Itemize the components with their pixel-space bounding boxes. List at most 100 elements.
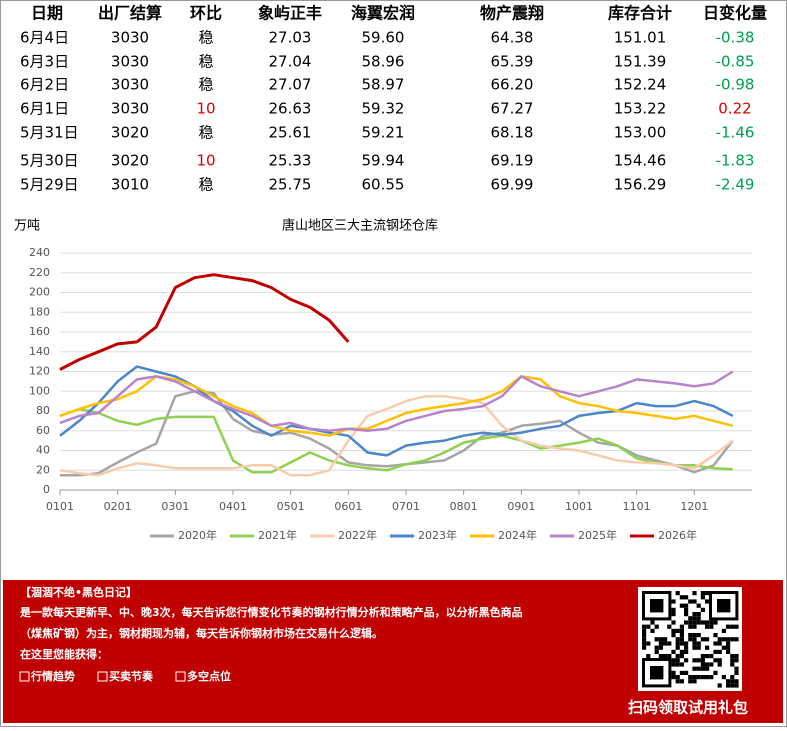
qr-finder bbox=[642, 658, 672, 688]
qr-cell bbox=[700, 666, 705, 671]
table-cell: 27.07 bbox=[269, 76, 312, 94]
qr-cell bbox=[734, 666, 739, 671]
footer-heading: 【涸涸不绝•黑色日记】 bbox=[20, 585, 137, 599]
qr-cell bbox=[688, 679, 693, 684]
qr-cell bbox=[675, 654, 680, 659]
qr-cell bbox=[684, 603, 689, 608]
qr-cell bbox=[671, 612, 676, 617]
table-cell: 69.99 bbox=[491, 176, 534, 194]
qr-cell bbox=[705, 645, 710, 650]
qr-cell bbox=[713, 633, 718, 638]
table-cell: -1.83 bbox=[716, 152, 755, 170]
qr-cell bbox=[684, 595, 689, 600]
qr-cell bbox=[709, 620, 714, 625]
qr-cell bbox=[650, 620, 655, 625]
qr-cell bbox=[646, 654, 651, 659]
qr-cell bbox=[679, 654, 684, 659]
qr-cell bbox=[692, 675, 697, 680]
qr-pattern bbox=[642, 591, 739, 688]
qr-cell bbox=[671, 620, 676, 625]
table-header: 物产震翔 bbox=[480, 4, 544, 23]
qr-cell bbox=[734, 658, 739, 663]
y-tick-label: 240 bbox=[29, 246, 50, 259]
qr-cell bbox=[675, 658, 680, 663]
table-cell: 59.32 bbox=[362, 100, 405, 118]
table-header: 日期 bbox=[31, 4, 63, 23]
table-cell: 5月31日 bbox=[20, 124, 79, 142]
table-cell: -0.38 bbox=[716, 29, 755, 47]
qr-cell bbox=[705, 654, 710, 659]
qr-cell bbox=[721, 675, 726, 680]
series-line bbox=[59, 407, 733, 474]
qr-cell bbox=[696, 641, 701, 646]
table-cell: 59.94 bbox=[362, 152, 405, 170]
qr-cell bbox=[696, 633, 701, 638]
table-cell: 3020 bbox=[111, 124, 149, 142]
series-line bbox=[59, 370, 734, 433]
x-tick-label: 0701 bbox=[392, 500, 420, 513]
qr-cell bbox=[705, 675, 710, 680]
table-cell: 59.21 bbox=[362, 124, 405, 142]
chart-title: 唐山地区三大主流钢坯仓库 bbox=[282, 218, 438, 234]
qr-cell bbox=[688, 637, 693, 642]
qr-cell bbox=[684, 658, 689, 663]
y-tick-label: 120 bbox=[29, 365, 50, 378]
qr-cell bbox=[646, 624, 651, 629]
qr-cell bbox=[721, 628, 726, 633]
table-cell: 66.20 bbox=[491, 76, 534, 94]
qr-cell bbox=[692, 633, 697, 638]
qr-cell bbox=[679, 628, 684, 633]
x-tick-label: 1201 bbox=[680, 500, 708, 513]
table-cell: 3030 bbox=[111, 100, 149, 118]
qr-cell bbox=[730, 654, 735, 659]
qr-cell bbox=[700, 658, 705, 663]
qr-cell bbox=[734, 654, 739, 659]
qr-cell bbox=[663, 641, 668, 646]
qr-cell bbox=[692, 666, 697, 671]
table-cell: 稳 bbox=[198, 29, 213, 47]
table-cell: 25.75 bbox=[269, 176, 312, 194]
qr-cell bbox=[671, 662, 676, 667]
table-cell: 58.97 bbox=[362, 76, 405, 94]
qr-cell bbox=[730, 637, 735, 642]
table-cell: 58.96 bbox=[362, 53, 405, 71]
table-cell: 27.03 bbox=[269, 29, 312, 47]
x-tick-label: 1101 bbox=[623, 500, 651, 513]
qr-cell bbox=[726, 683, 731, 688]
qr-cell bbox=[679, 637, 684, 642]
x-tick-label: 0501 bbox=[277, 500, 305, 513]
qr-cell bbox=[734, 683, 739, 688]
qr-cell bbox=[679, 633, 684, 638]
qr-cell bbox=[675, 662, 680, 667]
qr-cell bbox=[684, 649, 689, 654]
qr-cell bbox=[679, 670, 684, 675]
qr-cell bbox=[684, 645, 689, 650]
qr-cell bbox=[696, 620, 701, 625]
y-axis-unit: 万吨 bbox=[14, 219, 40, 234]
qr-cell bbox=[642, 628, 647, 633]
table-cell: 6月1日 bbox=[20, 100, 69, 118]
qr-cell bbox=[642, 637, 647, 642]
qr-cell bbox=[679, 595, 684, 600]
qr-cell bbox=[717, 658, 722, 663]
table-cell: 稳 bbox=[198, 53, 213, 71]
qr-cell bbox=[646, 641, 651, 646]
qr-cell bbox=[717, 649, 722, 654]
table-cell: -0.85 bbox=[716, 53, 755, 71]
qr-cell bbox=[679, 603, 684, 608]
qr-cell bbox=[705, 591, 710, 596]
qr-cell bbox=[688, 620, 693, 625]
legend-label: 2026年 bbox=[658, 528, 697, 542]
y-tick-label: 40 bbox=[36, 444, 50, 457]
footer-line: 在这里您能获得： bbox=[20, 647, 108, 661]
series-line bbox=[59, 375, 734, 437]
qr-cell bbox=[730, 662, 735, 667]
qr-cell bbox=[671, 628, 676, 633]
table-cell: 27.04 bbox=[269, 53, 312, 71]
qr-cell bbox=[709, 624, 714, 629]
qr-finder bbox=[717, 599, 731, 613]
qr-cell bbox=[696, 603, 701, 608]
qr-cell bbox=[642, 641, 647, 646]
table-header: 库存合计 bbox=[608, 4, 672, 23]
x-tick-label: 0601 bbox=[334, 500, 362, 513]
